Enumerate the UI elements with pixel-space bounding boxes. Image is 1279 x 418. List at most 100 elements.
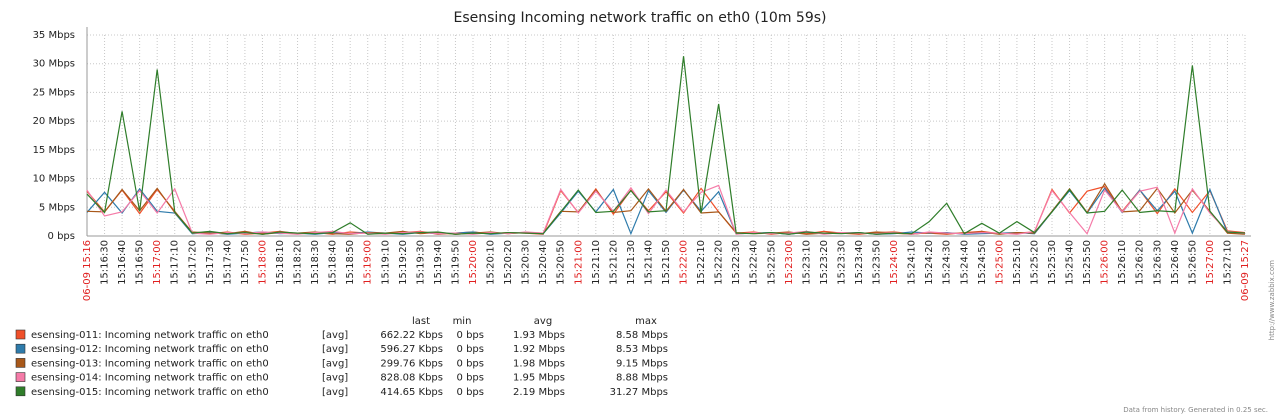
legend-last: 414.65 Kbps xyxy=(380,387,443,398)
x-tick-label: 15:26:50 xyxy=(1187,240,1198,285)
legend-header: max xyxy=(635,316,657,327)
legend-name: esensing-013: Incoming network traffic o… xyxy=(31,358,269,369)
legend-swatch xyxy=(15,372,26,382)
x-tick-label: 15:23:20 xyxy=(819,240,830,285)
x-tick-label: 15:21:20 xyxy=(608,240,619,285)
legend-avg: 2.19 Mbps xyxy=(513,387,565,398)
x-tick-label: 15:16:30 xyxy=(100,240,111,285)
legend-min: 0 bps xyxy=(457,387,484,398)
x-tick-label: 15:26:10 xyxy=(1117,240,1128,285)
x-tick-label: 15:26:00 xyxy=(1100,240,1111,285)
x-tick-label: 15:23:40 xyxy=(854,240,865,285)
x-tick-label: 15:21:30 xyxy=(626,240,637,285)
legend-avg: 1.92 Mbps xyxy=(513,344,565,355)
x-tick-label: 15:21:10 xyxy=(591,240,602,285)
x-tick-label: 15:24:10 xyxy=(907,240,918,285)
x-tick-label: 15:22:00 xyxy=(679,240,690,285)
y-tick-label: 15 Mbps xyxy=(33,145,75,156)
legend-header: last xyxy=(412,316,430,327)
x-tick-label: 06-09 15:16 xyxy=(82,240,93,301)
x-tick-label: 15:16:40 xyxy=(117,240,128,285)
x-tick-label: 15:23:00 xyxy=(784,240,795,285)
x-tick-label: 15:25:30 xyxy=(1047,240,1058,285)
x-tick-label: 15:24:40 xyxy=(959,240,970,285)
legend-func: [avg] xyxy=(322,344,348,355)
legend-swatch xyxy=(15,343,26,354)
x-tick-label: 15:18:40 xyxy=(328,240,339,285)
legend-max: 8.53 Mbps xyxy=(616,344,668,355)
legend-min: 0 bps xyxy=(457,358,484,369)
legend-swatch xyxy=(15,329,26,340)
y-tick-label: 25 Mbps xyxy=(33,87,75,98)
x-tick-label: 15:22:10 xyxy=(696,240,707,285)
legend-avg: 1.95 Mbps xyxy=(513,373,565,384)
legend-min: 0 bps xyxy=(457,330,484,341)
x-tick-label: 15:17:40 xyxy=(222,240,233,285)
x-tick-label: 15:18:10 xyxy=(275,240,286,285)
x-tick-label: 15:20:50 xyxy=(556,240,567,285)
legend-avg: 1.93 Mbps xyxy=(513,330,565,341)
x-tick-label: 15:19:40 xyxy=(433,240,444,285)
x-tick-label: 15:26:20 xyxy=(1135,240,1146,285)
x-tick-label: 15:20:30 xyxy=(521,240,532,285)
x-tick-label: 06-09 15:27 xyxy=(1240,240,1251,301)
x-tick-label: 15:19:30 xyxy=(415,240,426,285)
x-tick-label: 15:26:30 xyxy=(1152,240,1163,285)
x-tick-label: 15:24:00 xyxy=(889,240,900,285)
x-tick-label: 15:23:50 xyxy=(872,240,883,285)
x-tick-label: 15:18:00 xyxy=(257,240,268,285)
x-tick-label: 15:20:10 xyxy=(486,240,497,285)
x-tick-label: 15:22:20 xyxy=(714,240,725,285)
x-tick-label: 15:24:50 xyxy=(977,240,988,285)
legend-max: 8.58 Mbps xyxy=(616,330,668,341)
x-tick-label: 15:17:20 xyxy=(187,240,198,285)
y-tick-label: 5 Mbps xyxy=(39,202,75,213)
legend-last: 299.76 Kbps xyxy=(380,358,443,369)
series-line xyxy=(86,56,1246,235)
x-tick-label: 15:27:00 xyxy=(1205,240,1216,285)
x-tick-label: 15:21:50 xyxy=(661,240,672,285)
y-tick-label: 20 Mbps xyxy=(33,116,75,127)
x-tick-label: 15:25:40 xyxy=(1065,240,1076,285)
x-tick-label: 15:18:50 xyxy=(345,240,356,285)
legend-name: esensing-014: Incoming network traffic o… xyxy=(31,373,269,384)
x-tick-label: 15:18:20 xyxy=(293,240,304,285)
x-tick-label: 15:21:40 xyxy=(643,240,654,285)
x-tick-label: 15:25:50 xyxy=(1082,240,1093,285)
legend-min: 0 bps xyxy=(457,344,484,355)
legend-swatch xyxy=(15,386,26,397)
x-tick-label: 15:19:50 xyxy=(450,240,461,285)
x-tick-label: 15:19:10 xyxy=(380,240,391,285)
x-tick-label: 15:17:30 xyxy=(205,240,216,285)
legend-last: 828.08 Kbps xyxy=(380,373,443,384)
x-tick-label: 15:20:40 xyxy=(538,240,549,285)
x-tick-label: 15:25:10 xyxy=(1012,240,1023,285)
x-tick-label: 15:20:20 xyxy=(503,240,514,285)
y-tick-label: 0 bps xyxy=(48,231,75,242)
legend-name: esensing-012: Incoming network traffic o… xyxy=(31,344,269,355)
legend-last: 596.27 Kbps xyxy=(380,344,443,355)
y-tick-label: 30 Mbps xyxy=(33,59,75,70)
legend-max: 9.15 Mbps xyxy=(616,358,668,369)
x-tick-label: 15:23:10 xyxy=(801,240,812,285)
chart-title: Esensing Incoming network traffic on eth… xyxy=(454,10,827,26)
x-tick-label: 15:22:40 xyxy=(749,240,760,285)
x-tick-label: 15:19:20 xyxy=(398,240,409,285)
series-line xyxy=(86,184,1246,235)
x-tick-label: 15:27:10 xyxy=(1222,240,1233,285)
legend-min: 0 bps xyxy=(457,373,484,384)
x-tick-label: 15:24:30 xyxy=(942,240,953,285)
x-tick-label: 15:25:20 xyxy=(1029,240,1040,285)
x-tick-label: 15:19:00 xyxy=(363,240,374,285)
legend-func: [avg] xyxy=(322,373,348,384)
x-tick-label: 15:17:50 xyxy=(240,240,251,285)
side-text: http://www.zabbix.com xyxy=(1268,260,1276,340)
x-tick-label: 15:24:20 xyxy=(924,240,935,285)
x-tick-label: 15:16:50 xyxy=(135,240,146,285)
legend-func: [avg] xyxy=(322,387,348,398)
x-tick-label: 15:23:30 xyxy=(836,240,847,285)
x-tick-label: 15:18:30 xyxy=(310,240,321,285)
x-tick-label: 15:22:50 xyxy=(766,240,777,285)
legend-func: [avg] xyxy=(322,330,348,341)
